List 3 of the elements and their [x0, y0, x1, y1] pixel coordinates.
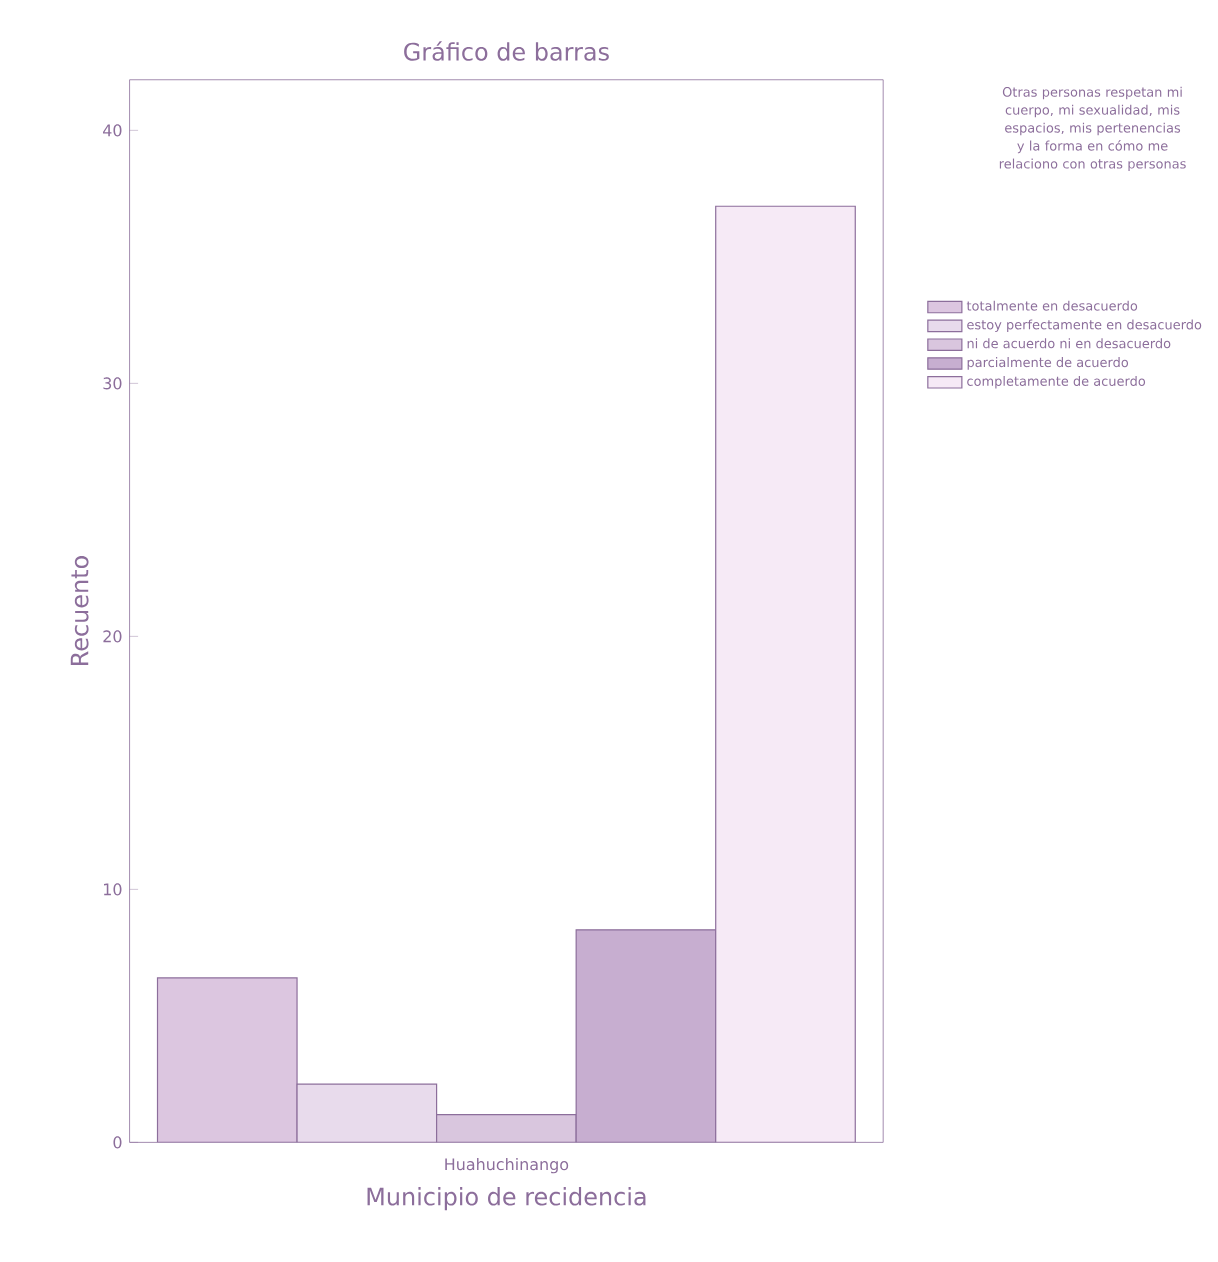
chart-title: Gráfico de barras — [404, 41, 609, 61]
x-axis-title: Municipio de recidencia — [367, 1187, 646, 1211]
y-axis-title: Recuento — [70, 556, 89, 665]
